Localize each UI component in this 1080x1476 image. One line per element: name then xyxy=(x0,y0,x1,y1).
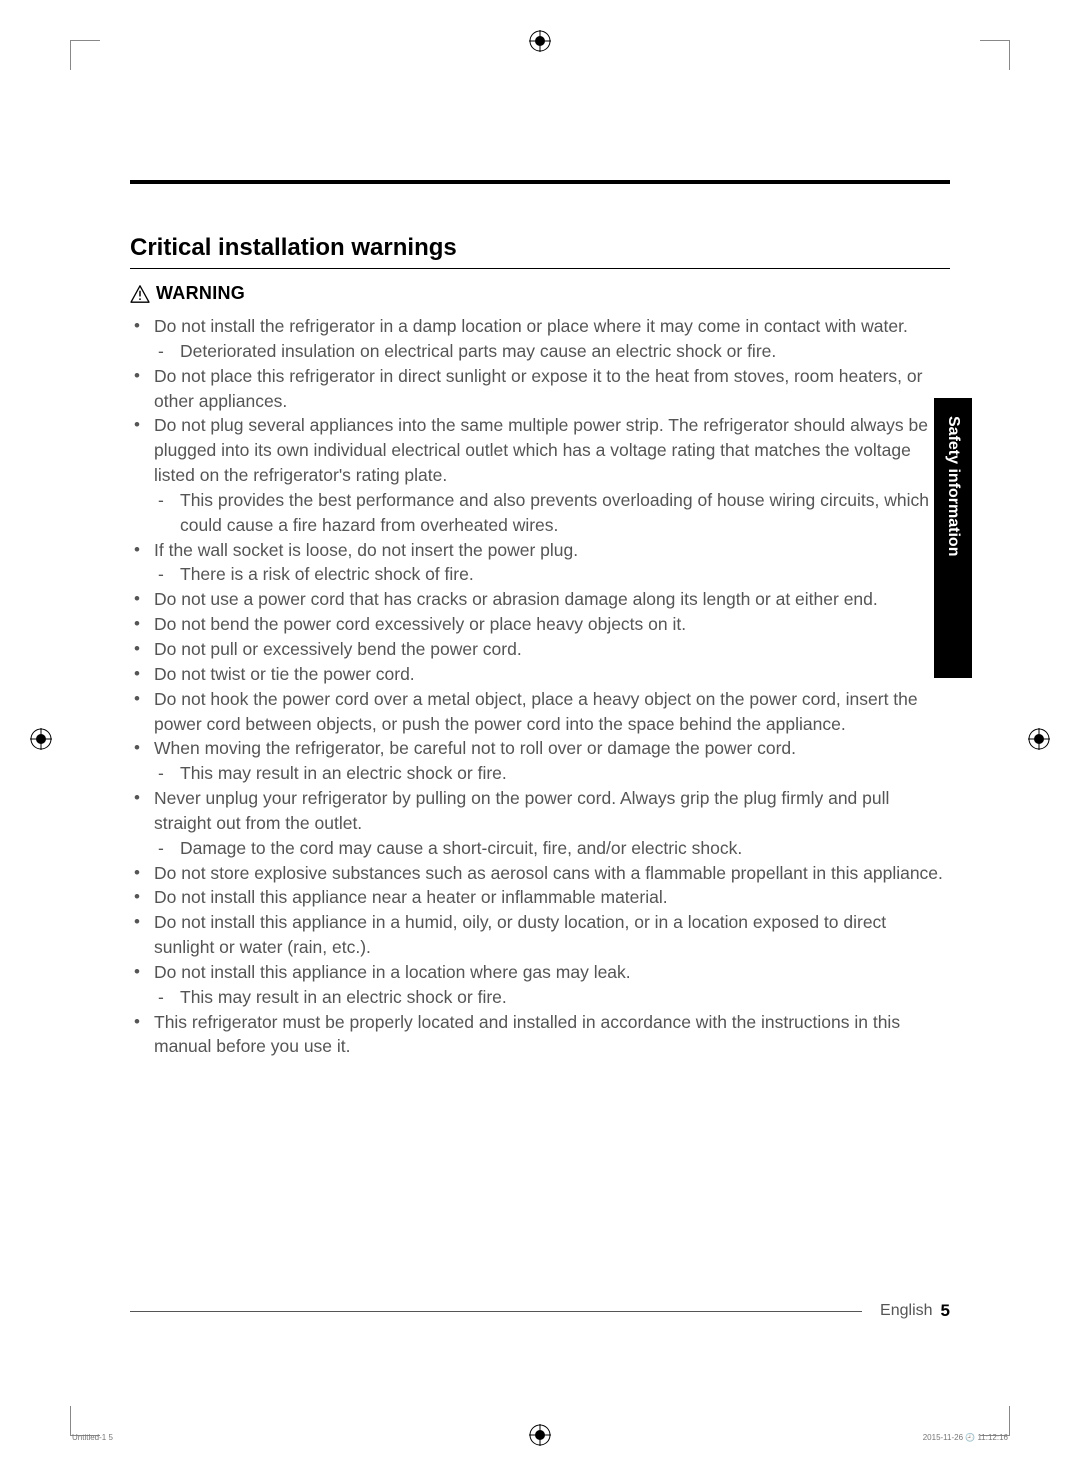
list-item: Do not install this appliance near a hea… xyxy=(154,885,950,910)
list-item: Never unplug your refrigerator by pullin… xyxy=(154,786,950,861)
sub-list: This may result in an electric shock or … xyxy=(154,761,950,786)
registration-mark-top xyxy=(529,30,551,52)
bullet-list: Do not install the refrigerator in a dam… xyxy=(130,314,950,1059)
sub-list: Deteriorated insulation on electrical pa… xyxy=(154,339,950,364)
crop-mark-tl xyxy=(70,40,100,70)
list-item: Do not hook the power cord over a metal … xyxy=(154,687,950,737)
list-item: Do not plug several appliances into the … xyxy=(154,413,950,537)
crop-mark-tr xyxy=(980,40,1010,70)
registration-mark-right xyxy=(1028,728,1050,750)
title-underline xyxy=(130,268,950,269)
sub-list-item: Damage to the cord may cause a short-cir… xyxy=(180,836,950,861)
sub-list-item: This may result in an electric shock or … xyxy=(180,761,950,786)
list-item: Do not install the refrigerator in a dam… xyxy=(154,314,950,364)
warning-triangle-icon xyxy=(130,285,150,303)
list-item: Do not twist or tie the power cord. xyxy=(154,662,950,687)
registration-mark-bottom xyxy=(529,1424,551,1446)
list-item: Do not use a power cord that has cracks … xyxy=(154,587,950,612)
top-rule xyxy=(130,180,950,184)
crop-mark-bl xyxy=(70,1406,100,1436)
print-meta-right: 2015-11-26 🕘 11:12:16 xyxy=(923,1433,1008,1442)
sub-list-item: Deteriorated insulation on electrical pa… xyxy=(180,339,950,364)
list-item: Do not bend the power cord excessively o… xyxy=(154,612,950,637)
sub-list: There is a risk of electric shock of fir… xyxy=(154,562,950,587)
list-item: This refrigerator must be properly locat… xyxy=(154,1010,950,1060)
list-item: If the wall socket is loose, do not inse… xyxy=(154,538,950,588)
sub-list-item: This may result in an electric shock or … xyxy=(180,985,950,1010)
sub-list-item: There is a risk of electric shock of fir… xyxy=(180,562,950,587)
list-item: Do not install this appliance in a humid… xyxy=(154,910,950,960)
sub-list: Damage to the cord may cause a short-cir… xyxy=(154,836,950,861)
list-item: Do not pull or excessively bend the powe… xyxy=(154,637,950,662)
list-item: Do not install this appliance in a locat… xyxy=(154,960,950,1010)
list-item: When moving the refrigerator, be careful… xyxy=(154,736,950,786)
section-title: Critical installation warnings xyxy=(130,234,950,262)
sub-list: This may result in an electric shock or … xyxy=(154,985,950,1010)
print-meta-left: Untitled-1 5 xyxy=(72,1433,113,1442)
list-item: Do not store explosive substances such a… xyxy=(154,861,950,886)
list-item: Do not place this refrigerator in direct… xyxy=(154,364,950,414)
page-content: Critical installation warnings WARNING D… xyxy=(130,180,950,1059)
warning-heading: WARNING xyxy=(130,283,950,304)
page-footer: English 5 xyxy=(130,1301,950,1321)
footer-rule xyxy=(130,1311,862,1312)
registration-mark-left xyxy=(30,728,52,750)
sub-list: This provides the best performance and a… xyxy=(154,488,950,538)
footer-language: English xyxy=(862,1302,932,1320)
footer-page-number: 5 xyxy=(933,1301,950,1321)
sub-list-item: This provides the best performance and a… xyxy=(180,488,950,538)
warning-label: WARNING xyxy=(156,283,245,304)
crop-mark-br xyxy=(980,1406,1010,1436)
